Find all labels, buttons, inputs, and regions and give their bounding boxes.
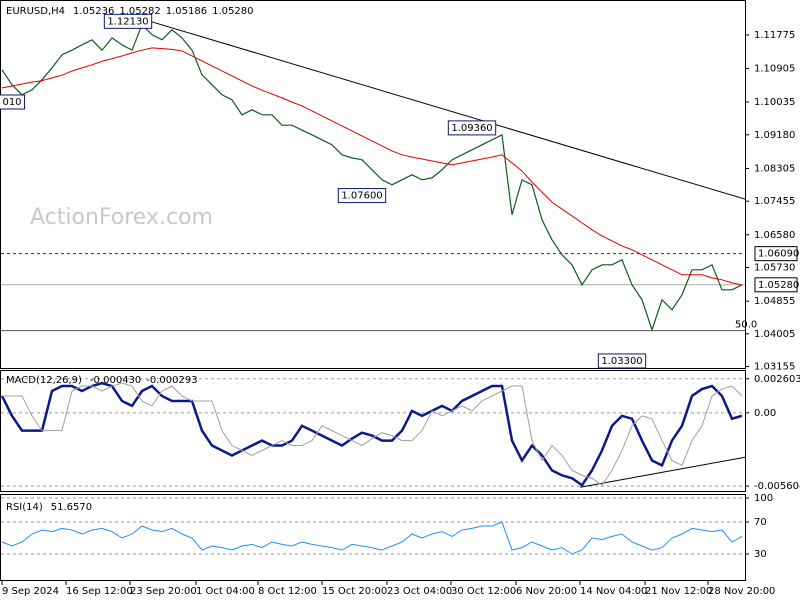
y-tick-label: 0.002603 [754, 374, 800, 385]
annotation-box [337, 188, 387, 204]
y-tick-label: 1.06580 [754, 230, 795, 241]
annotation-label: 1.07600 [341, 191, 382, 202]
annotation-box [597, 353, 647, 369]
series-line [1, 521, 743, 555]
x-tick-label: 9 Sep 2024 [2, 586, 59, 597]
y-tick-label: 1.08305 [754, 163, 795, 174]
x-tick-label: 15 Oct 20:00 [322, 586, 387, 597]
y-tick-label: 1.04855 [754, 296, 795, 307]
panel-title: RSI(14) [6, 502, 43, 513]
y-tick-label: 1.09180 [754, 130, 795, 141]
series-line [0, 381, 743, 487]
x-tick-label: 28 Nov 20:00 [708, 586, 775, 597]
annotation-label: 1.03300 [601, 356, 642, 367]
readout-value: -0.000293 [146, 375, 197, 386]
y-tick-label: 100 [754, 493, 773, 504]
readout-value: -0.000430 [90, 375, 141, 386]
x-tick-label: 21 Nov 12:00 [645, 586, 712, 597]
y-tick-label: 1.04005 [754, 329, 795, 340]
annotation-box [0, 94, 26, 110]
readout-value: 1.05280 [212, 6, 253, 17]
x-tick-label: 30 Oct 12:00 [451, 586, 516, 597]
y-tick-label: 70 [754, 517, 767, 528]
trend-line [579, 456, 745, 488]
level-label: 1.05280 [758, 280, 799, 291]
y-tick-label: 30 [754, 549, 767, 560]
y-tick-label: 1.07455 [754, 196, 795, 207]
watermark: ActionForex.com [30, 205, 213, 230]
series-line [2, 382, 743, 486]
x-tick-label: 8 Oct 12:00 [258, 586, 317, 597]
series-line [1, 47, 743, 286]
y-tick-label: 0.00 [754, 408, 776, 419]
y-tick-label: 1.11775 [754, 30, 795, 41]
x-tick-label: 23 Oct 04:00 [387, 586, 452, 597]
rsi-panel-frame [0, 494, 746, 581]
y-tick-label: 1.10035 [754, 97, 795, 108]
readout-value: 1.05236 [73, 6, 114, 17]
panel-title: MACD(12,26,9) [6, 375, 82, 386]
annotation-label: 1.12130 [107, 16, 148, 27]
macd-panel-frame [0, 370, 746, 492]
x-tick-label: 6 Nov 20:00 [516, 586, 577, 597]
y-tick-label: -0.005604 [754, 481, 800, 492]
x-tick-label: 23 Sep 20:00 [130, 586, 197, 597]
x-tick-label: 14 Nov 04:00 [580, 586, 647, 597]
panel-title: EURUSD,H4 [6, 6, 65, 17]
y-tick-label: 1.05730 [754, 263, 795, 274]
readout-value: 1.05282 [119, 6, 160, 17]
annotation-label: 1.09360 [451, 123, 492, 134]
y-tick-label: 1.03155 [754, 362, 795, 373]
readout-value: 51.6570 [51, 502, 92, 513]
y-tick-label: 1.10905 [754, 63, 795, 74]
level-label-box [754, 246, 798, 262]
price-panel-frame [0, 0, 746, 369]
annotation-label: 010 [2, 97, 21, 108]
annotation-box [103, 13, 153, 29]
x-tick-label: 16 Sep 12:00 [66, 586, 133, 597]
readout-value: 1.05186 [166, 6, 207, 17]
annotation-box [447, 120, 497, 136]
x-tick-label: 1 Oct 04:00 [196, 586, 255, 597]
series-line [1, 23, 743, 332]
trend-line [144, 19, 745, 200]
level-label: 1.06090 [758, 249, 799, 260]
level-label-box [754, 277, 798, 293]
fib-label: 50.0 [735, 320, 757, 331]
